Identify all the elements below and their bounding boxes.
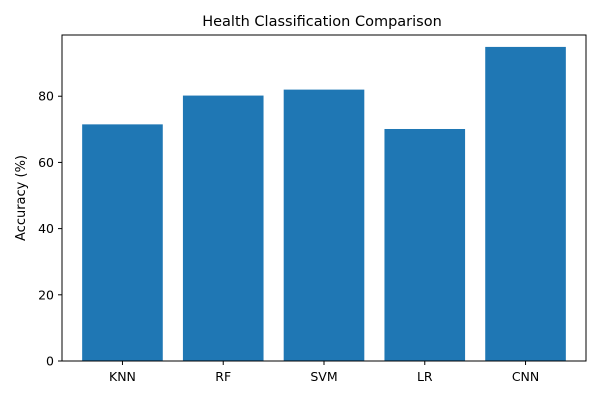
chart-title: Health Classification Comparison [202, 14, 442, 30]
y-tick-label-0: 0 [46, 354, 54, 369]
x-tick-label-cnn: CNN [512, 369, 539, 384]
bar-cnn [485, 46, 566, 361]
bar-rf [182, 95, 264, 361]
y-tick-label-40: 40 [38, 221, 54, 236]
y-tick-label-80: 80 [38, 89, 54, 104]
x-tick-label-svm: SVM [310, 369, 337, 384]
y-tick-label-20: 20 [38, 287, 54, 302]
plot-frame [61, 34, 587, 362]
x-axis-ticks: KNN RF SVM LR CNN [109, 361, 539, 384]
y-axis-label: Accuracy (%) [14, 155, 29, 241]
bar-svm [283, 89, 365, 362]
x-tick-label-knn: KNN [109, 369, 136, 384]
y-axis-ticks: 0 20 40 60 80 [38, 89, 62, 369]
bar-knn [82, 124, 163, 361]
bars-group [82, 46, 566, 362]
x-tick-label-rf: RF [215, 369, 231, 384]
bar-lr [384, 128, 466, 361]
x-tick-label-lr: LR [417, 369, 433, 384]
y-tick-label-60: 60 [38, 155, 54, 170]
